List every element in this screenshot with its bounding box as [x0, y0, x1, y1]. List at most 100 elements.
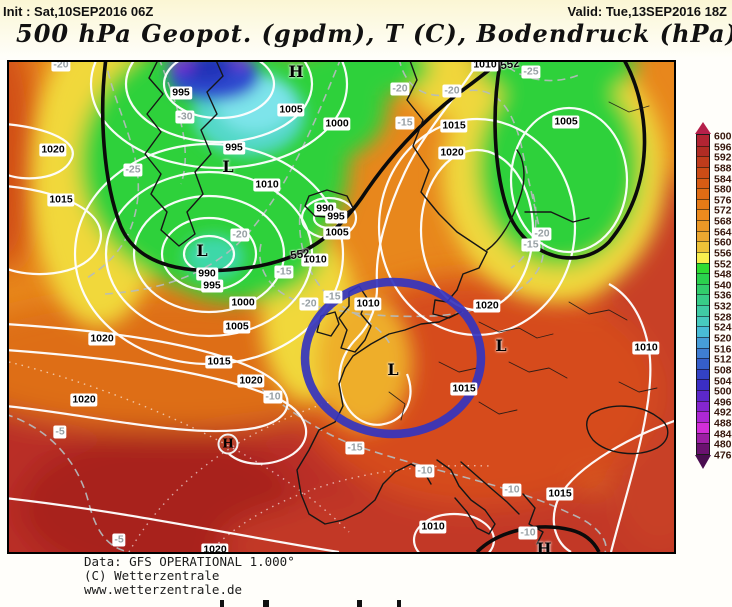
- colorbar-segment: [697, 230, 709, 242]
- colorbar-segment: [697, 209, 709, 220]
- pressure-label: 1010: [419, 520, 447, 534]
- temperature-label: -15: [345, 441, 365, 455]
- map-label-layer: 1020 1015 995 995 1005 1000 1010 990 995 1005 1010…: [9, 62, 674, 552]
- colorbar-segment: [697, 315, 709, 327]
- pressure-label: 1010: [301, 253, 329, 267]
- geopotential-colorbar: 600 596 592 588 584 580 576 572 568 564 560 556 552 5…: [695, 122, 732, 474]
- pressure-label: 1020: [237, 374, 265, 388]
- temperature-label: -15: [274, 265, 294, 279]
- temperature-label: -25: [123, 163, 143, 177]
- pressure-label: 1015: [47, 193, 75, 207]
- colorbar-segment: [697, 283, 709, 295]
- colorbar-tick-label: 504: [714, 375, 732, 388]
- temperature-label: -20: [390, 82, 410, 96]
- colorbar-segment: [697, 368, 709, 380]
- colorbar-tick-label: 516: [714, 343, 732, 356]
- highlight-circle: [300, 277, 486, 439]
- temperature-label: -5: [53, 425, 67, 439]
- colorbar-tick-label: 528: [714, 311, 732, 324]
- pressure-label: 990: [196, 267, 218, 281]
- colorbar-tick-label: 560: [714, 236, 732, 249]
- temperature-label: -15: [323, 290, 343, 304]
- colorbar-segment: [697, 262, 709, 274]
- pressure-label: 1015: [205, 355, 233, 369]
- colorbar-strip: [696, 134, 710, 455]
- colorbar-segment: [697, 145, 709, 157]
- temperature-label: -30: [175, 110, 195, 124]
- temperature-label: -20: [442, 84, 462, 98]
- high-marker: H: [536, 539, 552, 553]
- geopotential-label: 552: [499, 62, 521, 73]
- low-marker: L: [387, 360, 399, 379]
- colorbar-segment: [697, 220, 709, 231]
- pressure-label: 1010: [354, 297, 382, 311]
- colorbar-segment: [697, 390, 709, 401]
- colorbar-segment: [697, 156, 709, 167]
- temperature-label: -20: [532, 227, 552, 241]
- low-marker: L: [222, 157, 234, 176]
- pressure-label: 1010: [471, 62, 499, 72]
- high-marker-ringed: H: [217, 433, 239, 455]
- top-band: [0, 0, 732, 58]
- pressure-label: 995: [223, 141, 245, 155]
- colorbar-segment: [697, 443, 709, 454]
- valid-timestamp: Valid: Tue,13SEP2016 18Z: [567, 4, 727, 19]
- colorbar-segment: [697, 198, 709, 210]
- pressure-label: 1005: [277, 103, 305, 117]
- temperature-label: -20: [299, 297, 319, 311]
- pressure-label: 1000: [229, 296, 257, 310]
- colorbar-tick-label: 480: [714, 438, 732, 451]
- geopotential-552-contour: [100, 62, 647, 552]
- high-marker: H: [288, 62, 304, 81]
- colorbar-segment: [697, 251, 709, 263]
- colorbar-segment: [697, 347, 709, 359]
- temperature-label: -10: [502, 483, 522, 497]
- colorbar-segment: [697, 336, 709, 348]
- colorbar-tick-label: 508: [714, 364, 732, 377]
- pressure-label: 1005: [223, 320, 251, 334]
- colorbar-tick-label: 584: [714, 173, 732, 186]
- colorbar-tick-label: 556: [714, 247, 732, 260]
- colorbar-segment: [697, 379, 709, 390]
- colorbar-tick-label: 600: [714, 130, 732, 143]
- temperature-label: -10: [518, 526, 538, 540]
- colorbar-tick-label: 540: [714, 279, 732, 292]
- temperature-label: -15: [521, 238, 541, 252]
- colorbar-segment: [697, 166, 709, 178]
- colorbar-segment: [697, 135, 709, 146]
- colorbar-segment: [697, 188, 709, 199]
- isobars: [9, 62, 674, 552]
- colorbar-segment: [697, 400, 709, 412]
- colorbar-segment: [697, 326, 709, 337]
- colorbar-segment: [697, 177, 709, 189]
- colorbar-segment: [697, 294, 709, 305]
- pressure-label: 1010: [632, 341, 660, 355]
- colorbar-tick-label: 500: [714, 385, 732, 398]
- colorbar-bottom-arrow: [695, 455, 711, 469]
- pressure-label: 1020: [201, 543, 229, 552]
- temperature-label: -25: [521, 65, 541, 79]
- colorbar-top-arrow: [695, 122, 711, 134]
- pressure-label: 1020: [473, 299, 501, 313]
- low-marker: L: [495, 336, 507, 355]
- colorbar-tick-label: 536: [714, 289, 732, 302]
- temperature-label: -15: [395, 116, 415, 130]
- colorbar-segment: [697, 432, 709, 444]
- copyright-line: (C) Wetterzentrale: [84, 568, 220, 583]
- data-source-line: Data: GFS OPERATIONAL 1.000°: [84, 554, 295, 569]
- colorbar-tick-label: 596: [714, 141, 732, 154]
- graticule: [9, 361, 490, 552]
- colorbar-tick-label: 576: [714, 194, 732, 207]
- pressure-label: 1015: [440, 119, 468, 133]
- colorbar-tick-label: 520: [714, 332, 732, 345]
- map-graphic: [9, 62, 674, 552]
- pressure-label: 1015: [450, 382, 478, 396]
- colorbar-segment: [697, 421, 709, 433]
- colorbar-tick-label: 512: [714, 353, 732, 366]
- pressure-label: 1020: [88, 332, 116, 346]
- colorbar-tick-label: 548: [714, 268, 732, 281]
- colorbar-tick-label: 552: [714, 258, 732, 271]
- colorbar-tick-label: 484: [714, 428, 732, 441]
- pressure-label: 1020: [70, 393, 98, 407]
